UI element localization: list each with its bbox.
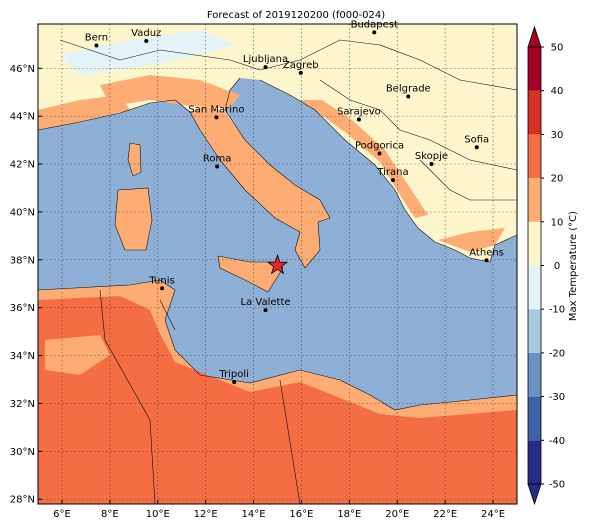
city-dot bbox=[390, 178, 395, 183]
colorbar-tick-label: 40 bbox=[551, 86, 564, 97]
city-label: Athens bbox=[469, 247, 504, 258]
x-tick-label: 10°E bbox=[146, 509, 170, 520]
map-frame bbox=[37, 23, 518, 505]
city-dot bbox=[372, 30, 377, 35]
city-dot bbox=[232, 380, 237, 385]
city-label: Skopje bbox=[415, 151, 448, 162]
colorbar-tick-label: 20 bbox=[551, 174, 564, 185]
coastline bbox=[38, 77, 517, 411]
city-label: Zagreb bbox=[283, 60, 319, 71]
city-dot bbox=[298, 70, 303, 75]
x-tick-label: 22°E bbox=[433, 509, 457, 520]
city-label: Sarajevo bbox=[337, 107, 381, 118]
city-dot bbox=[406, 94, 411, 99]
warm-greece bbox=[438, 228, 505, 252]
y-tick-label: 30°N bbox=[10, 447, 35, 458]
city-label: Podgorica bbox=[355, 141, 404, 152]
y-tick-label: 34°N bbox=[10, 351, 35, 362]
colorbar-tick-label: 10 bbox=[551, 217, 564, 228]
city-label: La Valette bbox=[241, 297, 291, 308]
colorbar-tick-label: 0 bbox=[554, 261, 560, 272]
colorbar-extend-top bbox=[527, 25, 542, 48]
colorbar-segment bbox=[528, 265, 541, 310]
city-dot bbox=[429, 162, 434, 167]
colorbar-tick-label: -20 bbox=[549, 348, 565, 359]
city-dot bbox=[474, 145, 479, 150]
colorbar-segment bbox=[528, 90, 541, 135]
x-tick-label: 16°E bbox=[289, 509, 313, 520]
warm-france bbox=[38, 95, 130, 130]
colorbar-extend-bottom bbox=[527, 483, 542, 506]
colorbar-segment bbox=[528, 396, 541, 441]
colorbar-tick-label: 50 bbox=[551, 43, 564, 54]
country-borders bbox=[59, 39, 517, 504]
y-tick-label: 28°N bbox=[10, 495, 35, 506]
colorbar-segment bbox=[528, 352, 541, 397]
y-tick-label: 42°N bbox=[10, 160, 35, 171]
city-dot bbox=[160, 286, 165, 291]
y-tick-label: 36°N bbox=[10, 303, 35, 314]
colorbar-tick-label: -10 bbox=[549, 305, 565, 316]
warm-italy bbox=[190, 106, 330, 268]
city-dot bbox=[377, 151, 382, 156]
city-dot bbox=[144, 38, 149, 43]
graticule: 6°E 8°E 10°E 12°E 14°E 16°E 18°E 20°E 22°E 24°E 28… bbox=[10, 24, 517, 520]
colorbar-segment bbox=[528, 440, 541, 484]
map-title: Forecast of 2019120200 (f000-024) bbox=[207, 10, 385, 21]
colorbar-segment bbox=[528, 178, 541, 222]
y-tick-label: 32°N bbox=[10, 399, 35, 410]
city-label: Sofia bbox=[464, 134, 489, 145]
city-dot bbox=[356, 117, 361, 122]
alps-cold bbox=[60, 30, 235, 75]
city-label: Vaduz bbox=[131, 28, 161, 39]
warm-po bbox=[100, 75, 240, 108]
city-dot bbox=[484, 258, 489, 263]
x-tick-label: 18°E bbox=[337, 509, 361, 520]
colorbar-tick-label: -50 bbox=[549, 480, 565, 491]
city-label: Budapest bbox=[351, 19, 398, 30]
colorbar-segment bbox=[528, 47, 541, 91]
sicily bbox=[218, 256, 283, 292]
colorbar-tick-label: -40 bbox=[549, 436, 565, 447]
y-tick-label: 38°N bbox=[10, 255, 35, 266]
city-label: San Marino bbox=[188, 104, 244, 115]
y-tick-label: 46°N bbox=[10, 64, 35, 75]
x-tick-label: 24°E bbox=[481, 509, 505, 520]
sardinia bbox=[115, 188, 152, 250]
city-dot bbox=[263, 308, 268, 313]
city-label: Tunis bbox=[148, 275, 174, 286]
colorbar-segment bbox=[528, 309, 541, 353]
city-dot bbox=[94, 43, 99, 48]
city-dot bbox=[215, 164, 220, 169]
corsica bbox=[128, 143, 141, 176]
city-label: Tirana bbox=[376, 167, 408, 178]
x-tick-label: 12°E bbox=[194, 509, 218, 520]
colorbar-segment bbox=[528, 134, 541, 179]
star-marker bbox=[266, 254, 289, 275]
colorbar-label: Max Temperature (°C) bbox=[568, 211, 579, 321]
y-tick-label: 44°N bbox=[10, 112, 35, 123]
warm-balkan bbox=[300, 100, 428, 218]
city-label: Tripoli bbox=[218, 369, 249, 380]
colorbar: -50 -40 -30 -20 -10 0 10 20 30 40 50 bbox=[527, 25, 565, 506]
y-tick-label: 40°N bbox=[10, 207, 35, 218]
colorbar-tick-label: -30 bbox=[549, 392, 565, 403]
city-label: Ljubljana bbox=[243, 54, 288, 65]
city-label: Roma bbox=[203, 153, 232, 164]
city-label: Bern bbox=[85, 33, 108, 44]
city-dot bbox=[214, 115, 219, 120]
x-tick-label: 14°E bbox=[242, 509, 266, 520]
x-tick-label: 20°E bbox=[385, 509, 409, 520]
warm-patch bbox=[45, 335, 110, 375]
city-label: Belgrade bbox=[386, 84, 431, 95]
x-tick-label: 8°E bbox=[101, 509, 119, 520]
colorbar-segment bbox=[528, 221, 541, 266]
city-dot bbox=[263, 65, 268, 70]
x-tick-label: 6°E bbox=[53, 509, 71, 520]
colorbar-tick-label: 30 bbox=[551, 130, 564, 141]
